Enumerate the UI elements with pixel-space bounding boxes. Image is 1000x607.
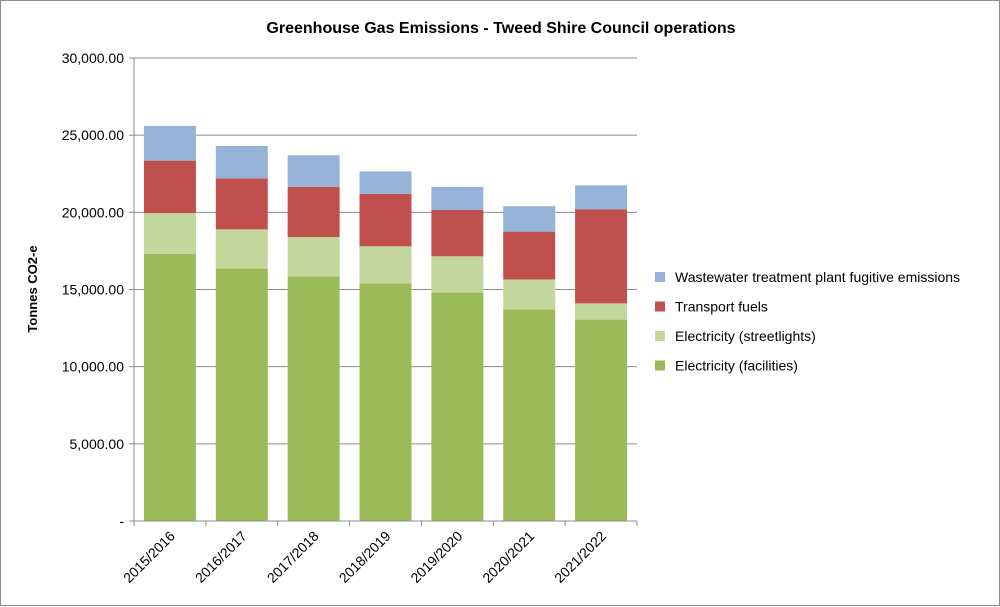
x-tick-label: 2021/2022 [551,528,609,586]
x-tick-label: 2018/2019 [336,528,394,586]
bar-segment [287,276,340,521]
bar-segment [143,254,196,521]
bar-segment [287,237,340,277]
y-tick-labels: - 5,000.00 10,000.00 15,000.00 20,000.00 25,0… [62,50,125,529]
chart-title: Greenhouse Gas Emissions - Tweed Shire C… [266,20,735,37]
bar-segment [143,160,196,214]
x-tick-label: 2016/2017 [192,528,250,586]
axes [129,57,638,526]
bars-group [143,125,628,521]
bar-segment [359,246,412,284]
y-tick-label: 25,000.00 [62,127,124,143]
y-tick-label: 20,000.00 [62,204,124,220]
legend-label: Transport fuels [675,299,768,315]
bar-segment [287,155,340,187]
bar-segment [143,213,196,255]
bar-segment [575,319,628,521]
x-tick-labels: 2015/2016 2016/2017 2017/2018 2018/2019 2019… [120,528,609,586]
y-tick-label: 5,000.00 [70,436,125,452]
legend-swatch [655,301,665,312]
bar-segment [215,178,268,230]
bar-segment [575,209,628,304]
bar-segment [359,283,412,521]
bar-segment [575,185,628,210]
legend-swatch [655,331,665,341]
x-tick-label: 2017/2018 [264,528,322,586]
bar-segment [503,206,556,232]
y-tick-label: 15,000.00 [62,282,124,298]
legend-label: Electricity (facilities) [675,358,798,374]
legend-swatch [655,360,665,371]
y-tick-label: - [119,513,124,529]
legend-label: Wastewater treatment plant fugitive emis… [675,269,960,285]
bar-segment [143,125,196,161]
bar-segment [431,292,484,521]
bar-segment [215,268,268,521]
bar-segment [431,210,484,257]
x-tick-label: 2015/2016 [120,528,178,586]
bar-segment [359,171,412,194]
bar-segment [287,186,340,238]
legend-swatch [655,272,665,282]
y-tick-label: 30,000.00 [62,50,124,66]
x-tick-label: 2019/2020 [407,528,465,586]
legend-label: Electricity (streetlights) [675,328,816,344]
y-axis-label: Tonnes CO2-e [25,245,40,332]
bar-segment [359,193,412,247]
bar-segment [431,186,484,211]
bar-segment [431,256,484,293]
bar-segment [503,279,556,310]
bar-segment [503,309,556,521]
bar-segment [215,229,268,269]
bar-segment [575,303,628,320]
bar-segment [215,145,268,179]
legend: Wastewater treatment plant fugitive emis… [655,269,960,374]
x-tick-label: 2020/2021 [479,528,537,586]
bar-segment [503,231,556,280]
y-tick-label: 10,000.00 [62,359,124,375]
